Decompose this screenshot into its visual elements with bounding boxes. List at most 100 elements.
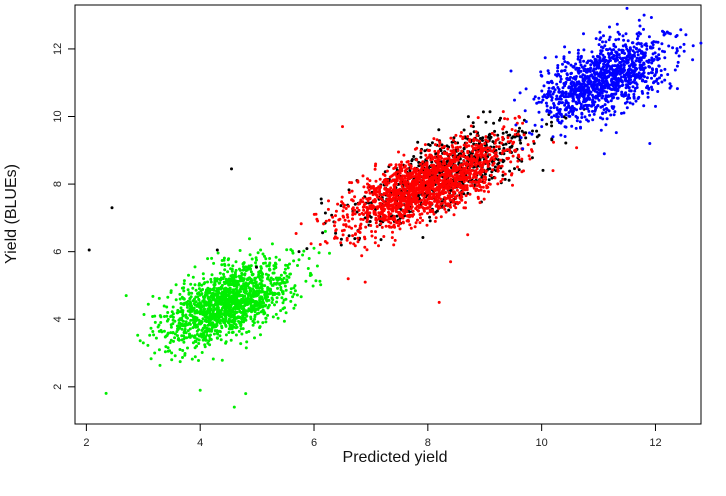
data-point-series-0 bbox=[257, 311, 261, 315]
data-point-series-0 bbox=[252, 289, 256, 293]
data-point-series-1 bbox=[488, 110, 492, 114]
data-point-series-3 bbox=[564, 113, 568, 117]
data-point-series-0 bbox=[233, 317, 237, 320]
data-point-series-1 bbox=[564, 141, 568, 145]
data-point-series-0 bbox=[270, 242, 274, 246]
data-point-series-2 bbox=[397, 196, 401, 199]
data-point-series-2 bbox=[520, 157, 524, 161]
data-point-series-2 bbox=[497, 145, 501, 149]
data-point-series-2 bbox=[426, 148, 430, 152]
data-point-series-2 bbox=[501, 170, 505, 174]
data-point-series-3 bbox=[652, 80, 656, 84]
data-point-series-2 bbox=[378, 177, 382, 181]
data-point-series-3 bbox=[564, 80, 568, 84]
data-point-series-3 bbox=[617, 37, 621, 41]
data-point-series-0 bbox=[136, 333, 140, 337]
data-point-series-2 bbox=[363, 235, 366, 239]
data-point-series-3 bbox=[629, 74, 633, 78]
data-point-series-2 bbox=[458, 164, 462, 167]
data-point-series-3 bbox=[556, 64, 560, 67]
data-point-series-1 bbox=[423, 149, 427, 153]
data-point-series-1 bbox=[550, 120, 553, 124]
data-point-series-0 bbox=[276, 286, 279, 290]
data-point-series-2 bbox=[517, 153, 520, 157]
data-point-series-2 bbox=[361, 200, 365, 204]
data-point-series-2 bbox=[415, 218, 419, 222]
data-point-series-0 bbox=[222, 275, 226, 279]
data-point-series-2 bbox=[413, 197, 417, 201]
data-point-series-3 bbox=[565, 106, 569, 110]
data-point-series-0 bbox=[248, 237, 251, 241]
data-point-series-3 bbox=[566, 61, 569, 64]
data-point-series-3 bbox=[555, 82, 559, 86]
data-point-series-2 bbox=[432, 187, 436, 191]
data-point-series-1 bbox=[339, 243, 343, 247]
data-point-series-2 bbox=[464, 194, 468, 198]
data-point-series-1 bbox=[305, 247, 309, 251]
data-point-series-0 bbox=[314, 279, 318, 283]
data-point-series-1 bbox=[353, 202, 357, 206]
data-point-series-0 bbox=[181, 356, 184, 359]
data-point-series-2 bbox=[342, 215, 346, 219]
data-point-series-1 bbox=[379, 238, 383, 242]
data-point-series-0 bbox=[299, 295, 303, 299]
data-point-series-0 bbox=[213, 282, 217, 286]
data-point-series-3 bbox=[637, 95, 641, 99]
data-point-series-0 bbox=[177, 318, 181, 322]
data-point-series-2 bbox=[436, 179, 440, 183]
data-point-series-0 bbox=[269, 276, 273, 280]
data-point-series-3 bbox=[647, 71, 651, 75]
data-point-series-1 bbox=[481, 110, 485, 114]
data-point-series-2 bbox=[477, 153, 481, 157]
data-point-series-0 bbox=[234, 260, 238, 264]
data-point-series-0 bbox=[260, 305, 264, 309]
data-point-series-2 bbox=[361, 196, 365, 200]
data-point-series-2 bbox=[368, 211, 372, 215]
data-point-series-2 bbox=[433, 219, 437, 223]
data-point-series-0 bbox=[234, 290, 238, 294]
data-point-series-2 bbox=[379, 222, 383, 226]
data-point-series-0 bbox=[285, 248, 289, 252]
data-point-series-2 bbox=[358, 202, 362, 206]
data-point-series-2 bbox=[447, 170, 451, 174]
data-point-series-2 bbox=[375, 193, 379, 197]
data-point-series-2 bbox=[414, 202, 418, 206]
data-point-series-2 bbox=[387, 207, 391, 211]
data-point-series-2 bbox=[468, 180, 472, 184]
data-point-series-0 bbox=[182, 279, 186, 283]
data-point-series-0 bbox=[227, 283, 231, 287]
data-point-series-3 bbox=[637, 18, 641, 22]
data-point-series-2 bbox=[445, 152, 449, 156]
data-point-series-2 bbox=[522, 169, 525, 173]
data-point-series-0 bbox=[223, 301, 227, 305]
data-point-series-2 bbox=[460, 198, 464, 202]
data-point-series-0 bbox=[211, 310, 215, 313]
data-point-series-2 bbox=[393, 179, 397, 183]
data-point-series-0 bbox=[195, 329, 199, 333]
data-point-series-2 bbox=[439, 168, 443, 172]
data-point-series-2 bbox=[446, 178, 450, 182]
data-point-series-0 bbox=[271, 278, 275, 281]
data-point-series-2 bbox=[464, 156, 468, 159]
data-point-series-2 bbox=[444, 173, 448, 176]
data-point-series-0 bbox=[245, 330, 249, 334]
data-point-series-2 bbox=[469, 156, 473, 160]
data-point-series-3 bbox=[589, 80, 593, 84]
data-point-series-0 bbox=[254, 261, 257, 265]
data-point-series-2 bbox=[404, 207, 408, 211]
data-point-series-2 bbox=[410, 192, 414, 196]
data-point-series-2 bbox=[374, 218, 378, 222]
data-point-series-3 bbox=[612, 113, 616, 117]
data-point-series-2 bbox=[489, 173, 493, 177]
data-point-series-0 bbox=[195, 309, 199, 312]
data-point-series-0 bbox=[218, 319, 222, 323]
data-point-series-2 bbox=[405, 160, 409, 164]
data-point-series-3 bbox=[564, 90, 568, 94]
data-point-series-3 bbox=[598, 38, 602, 42]
data-point-series-2 bbox=[475, 134, 479, 138]
data-point-series-2 bbox=[431, 184, 435, 188]
data-point-series-2 bbox=[452, 138, 455, 142]
data-point-series-0 bbox=[281, 301, 285, 305]
data-point-series-0 bbox=[201, 272, 205, 276]
